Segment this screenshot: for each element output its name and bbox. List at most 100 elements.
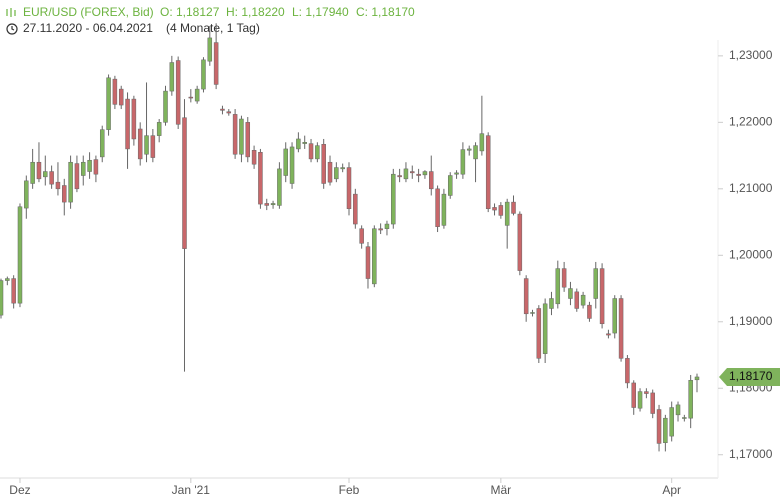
candle-body [568, 288, 573, 299]
candle-body [454, 172, 459, 175]
candle-body [416, 173, 421, 176]
candle-body [656, 409, 662, 444]
candle-body [327, 161, 333, 183]
candle-body [593, 268, 599, 299]
candle-body [650, 392, 655, 414]
price-tag [719, 367, 780, 386]
candle-body [258, 152, 263, 205]
candle-body [378, 228, 383, 231]
candle-body [175, 60, 181, 125]
candle-body [663, 417, 668, 444]
candle-body [156, 122, 162, 136]
candle-body [11, 278, 16, 304]
candle-body [334, 167, 339, 180]
candle-body [429, 171, 434, 190]
candle-body [397, 175, 402, 178]
candle-body [239, 118, 244, 155]
price-tag-label: 1,18170 [729, 369, 773, 383]
candle-body [473, 145, 478, 160]
candle-body [384, 223, 390, 229]
candle-body [36, 161, 42, 180]
candle-body [637, 391, 643, 409]
candle-body [55, 181, 61, 190]
x-tick-label: Feb [339, 483, 360, 497]
candle-body [523, 278, 529, 315]
candle-body [226, 111, 232, 114]
candle-body [163, 90, 168, 123]
candle-body [669, 407, 674, 437]
candle-body [24, 180, 29, 209]
candle-body [479, 133, 485, 152]
candle-body [688, 380, 693, 419]
candle-body [485, 135, 491, 210]
ohlc-label: H: 1,18220 [226, 5, 285, 19]
candle-body [682, 417, 687, 419]
candle-body [555, 268, 561, 305]
candle-body [93, 159, 99, 175]
candle-body [99, 129, 105, 158]
candle-body [606, 333, 611, 336]
candle-body [302, 142, 307, 144]
candle-body [245, 122, 251, 158]
y-tick-label: 1,22000 [729, 115, 773, 129]
candle-body [530, 312, 535, 314]
candle-body [694, 376, 700, 381]
candle-body [150, 135, 156, 158]
candle-body [517, 213, 523, 271]
candle-body [492, 207, 497, 211]
candle-body [220, 108, 225, 111]
candle-body [618, 298, 624, 359]
y-tick-label: 1,23000 [729, 48, 773, 62]
candle-body [542, 303, 548, 354]
candle-body [466, 148, 472, 151]
candle-body [131, 98, 137, 140]
candle-body [270, 203, 276, 206]
candle-body [264, 203, 269, 206]
candle-body [498, 205, 504, 216]
candle-body [561, 268, 567, 288]
candle-body [251, 150, 257, 165]
candle-body [321, 144, 326, 184]
candle-body [353, 193, 358, 225]
candle-body [587, 304, 592, 319]
candle-body [213, 42, 219, 85]
candle-body [118, 88, 124, 106]
x-tick-label: Dez [9, 483, 30, 497]
candle-body [372, 228, 377, 285]
candle-body [137, 128, 143, 160]
candle-body [346, 167, 352, 210]
candle-body [340, 167, 345, 170]
candle-body [410, 171, 415, 174]
candle-body [112, 78, 118, 105]
candle-body [315, 145, 320, 160]
candle-body [308, 143, 314, 160]
candle-body [49, 171, 54, 185]
clock-icon [6, 23, 18, 35]
x-tick-label: Apr [662, 483, 681, 497]
candle-body [580, 294, 586, 306]
candle-body [81, 161, 86, 176]
y-tick-label: 1,19000 [729, 314, 773, 328]
y-tick-label: 1,21000 [729, 181, 773, 195]
candle-body [201, 59, 206, 90]
candle-body [612, 298, 617, 334]
candle-body [625, 358, 630, 384]
ohlc-label: O: 1,18127 [160, 5, 220, 19]
candle-body [106, 77, 111, 130]
candle-body [359, 228, 364, 244]
candle-body [277, 168, 282, 206]
candle-body [296, 138, 301, 150]
candle-body [283, 148, 288, 176]
ohlc-label: L: 1,17940 [292, 5, 349, 19]
candle-body [289, 146, 295, 184]
candle-body [511, 201, 516, 214]
candle-body [17, 206, 23, 304]
candle-body [460, 149, 466, 175]
candle-body [549, 298, 554, 309]
candle-body [365, 246, 371, 279]
candle-body [68, 161, 73, 203]
chart-title: EUR/USD (FOREX, Bid) [23, 5, 154, 19]
candle-body [0, 280, 4, 316]
x-tick-label: Jan '21 [172, 483, 211, 497]
